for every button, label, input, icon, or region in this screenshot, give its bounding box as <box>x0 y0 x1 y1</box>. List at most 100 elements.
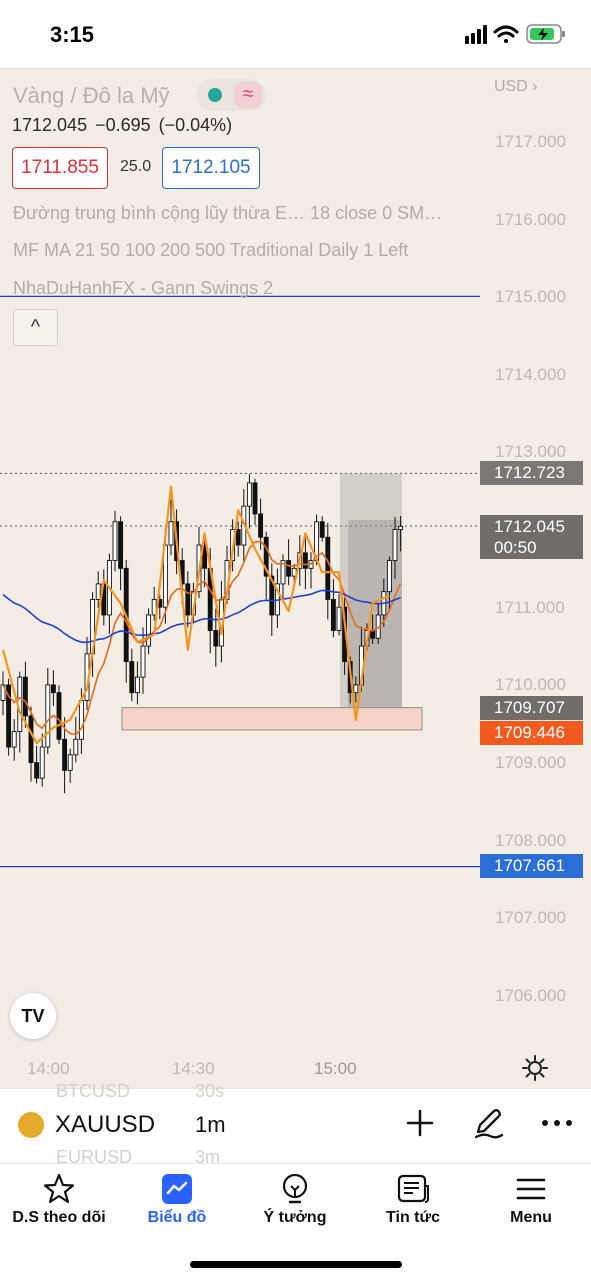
price-axis-label: 1716.000 <box>495 210 566 229</box>
market-open-dot-icon <box>208 88 222 102</box>
status-bar: 3:15 <box>0 0 591 68</box>
candle-body <box>22 676 28 717</box>
symbol-selector[interactable]: XAUUSD <box>55 1111 156 1138</box>
spread-value: 25.0 <box>120 158 152 175</box>
ghost-interval: 30s <box>195 1081 225 1101</box>
candle-body <box>325 536 331 600</box>
more-options-icon[interactable] <box>540 1107 574 1139</box>
symbol-title: Vàng / Đô la Mỹ <box>13 83 170 108</box>
candle-body <box>28 715 34 764</box>
interval-selector[interactable]: 1m <box>195 1112 226 1137</box>
candle-body <box>112 521 118 562</box>
candle-body <box>45 684 51 748</box>
candle-body <box>62 738 68 771</box>
candle-body <box>258 513 264 538</box>
bottom-tab-bar: D.S theo dõi Biểu đồ Ý tưởng Tin tức <box>0 1163 591 1280</box>
candle-body <box>140 645 146 678</box>
symbol-toolbar: BTCUSD 30s EURUSD 3m XAUUSD 1m <box>0 1081 591 1167</box>
time-axis-label: 15:00 <box>314 1059 357 1078</box>
market-status-pill[interactable]: ≈ <box>196 79 266 111</box>
candle-body <box>252 482 258 515</box>
tab-label: Menu <box>510 1209 552 1226</box>
tab-menu[interactable]: Menu <box>472 1164 590 1234</box>
moving-average-line <box>2 589 401 644</box>
home-indicator[interactable] <box>190 1261 402 1268</box>
tab-ideas[interactable]: Ý tưởng <box>236 1164 354 1234</box>
tab-label: Tin tức <box>386 1209 440 1226</box>
tradingview-logo[interactable]: TV <box>10 993 56 1039</box>
chevron-up-icon: ^ <box>30 316 41 338</box>
chart-area[interactable]: Vàng / Đô la Mỹ ≈ 1712.045 −0.695 (−0.04%)… <box>0 68 591 1088</box>
candle-body <box>134 676 140 694</box>
candle-body <box>34 762 40 779</box>
status-icons <box>465 24 565 44</box>
price-axis-label: 1707.000 <box>495 908 566 927</box>
candle-body <box>280 560 286 585</box>
tab-label: Ý tưởng <box>263 1209 327 1226</box>
last-price: 1712.045 <box>12 115 88 135</box>
tab-label: Biểu đồ <box>147 1209 207 1226</box>
orange-level-tag: 1709.446 <box>480 721 583 745</box>
current-price-tag: 1712.045 00:50 <box>480 515 583 559</box>
collapse-legend-button[interactable]: ^ <box>13 309 58 346</box>
tab-watchlist[interactable]: D.S theo dõi <box>0 1164 118 1234</box>
battery-icon <box>526 24 565 44</box>
gold-coin-icon <box>18 1112 44 1138</box>
candle-body <box>168 521 174 546</box>
current-price-value: 1712.045 <box>494 517 565 536</box>
box-low-tag: 1709.707 <box>480 696 583 720</box>
buy-button[interactable]: 1712.105 <box>162 147 260 189</box>
currency-selector[interactable]: USD › <box>494 78 538 95</box>
menu-icon <box>516 1178 546 1200</box>
bar-countdown: 00:50 <box>494 538 537 557</box>
price-summary: 1712.045 −0.695 (−0.04%) <box>12 115 240 136</box>
candle-body <box>263 536 269 577</box>
indicator-gann-swings[interactable]: NhaDuHanhFX - Gann Swings 2 <box>13 278 274 298</box>
news-icon <box>397 1174 429 1203</box>
candle-body <box>330 598 336 631</box>
settings-gear-icon[interactable] <box>522 1055 548 1081</box>
candle-body <box>78 699 84 740</box>
candle-body <box>235 529 241 546</box>
wifi-icon <box>493 25 519 43</box>
support-zone-box <box>121 707 423 731</box>
price-change: −0.695 <box>95 115 151 135</box>
price-axis-label: 1713.000 <box>495 442 566 461</box>
candle-body <box>336 606 342 631</box>
tab-news[interactable]: Tin tức <box>354 1164 472 1234</box>
candle-body <box>6 684 12 748</box>
candle-body <box>118 521 124 569</box>
price-chart[interactable] <box>0 69 591 1088</box>
drawing-pen-icon[interactable] <box>472 1106 504 1140</box>
candle-body <box>129 661 135 694</box>
price-axis-label: 1715.000 <box>495 287 566 306</box>
indicator-ma[interactable]: MF MA 21 50 100 200 500 Traditional Dail… <box>13 240 409 260</box>
candle-body <box>353 684 359 694</box>
sell-button[interactable]: 1711.855 <box>12 147 108 189</box>
gann-swing-line <box>1 485 390 745</box>
lightbulb-icon <box>282 1173 308 1204</box>
price-axis-label: 1717.000 <box>495 132 566 151</box>
price-axis-label: 1711.000 <box>495 598 565 617</box>
candle-body <box>319 521 325 538</box>
candle-body <box>50 684 56 694</box>
candle-body <box>146 614 152 647</box>
status-time: 3:15 <box>50 22 95 47</box>
candle-body <box>246 482 252 507</box>
high-marker-tag: 1712.723 <box>480 461 583 485</box>
time-axis-label: 14:00 <box>27 1059 70 1078</box>
candle-body <box>386 560 392 593</box>
price-axis-label: 1709.000 <box>495 753 566 772</box>
chart-icon <box>162 1174 192 1204</box>
tab-chart[interactable]: Biểu đồ <box>118 1164 236 1234</box>
candle-body <box>95 583 101 600</box>
time-axis-label: 14:30 <box>172 1059 215 1078</box>
ghost-symbol: EURUSD <box>56 1147 133 1167</box>
plus-icon[interactable] <box>404 1107 436 1139</box>
signal-icon <box>465 25 487 44</box>
candle-body <box>73 738 79 756</box>
candle-body <box>398 525 404 530</box>
indicator-ema[interactable]: Đường trung bình cộng lũy thừa E… 18 clo… <box>13 203 443 223</box>
price-axis-label: 1706.000 <box>495 986 566 1005</box>
price-change-pct: (−0.04%) <box>158 115 233 135</box>
